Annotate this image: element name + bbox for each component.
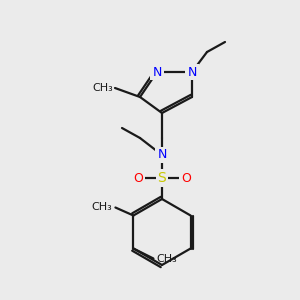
- Text: CH₃: CH₃: [92, 83, 113, 93]
- Text: CH₃: CH₃: [156, 254, 177, 263]
- Text: N: N: [187, 65, 197, 79]
- Text: O: O: [133, 172, 143, 184]
- Text: S: S: [158, 171, 166, 185]
- Text: CH₃: CH₃: [92, 202, 112, 212]
- Text: O: O: [181, 172, 191, 184]
- Text: N: N: [157, 148, 167, 161]
- Text: N: N: [152, 65, 162, 79]
